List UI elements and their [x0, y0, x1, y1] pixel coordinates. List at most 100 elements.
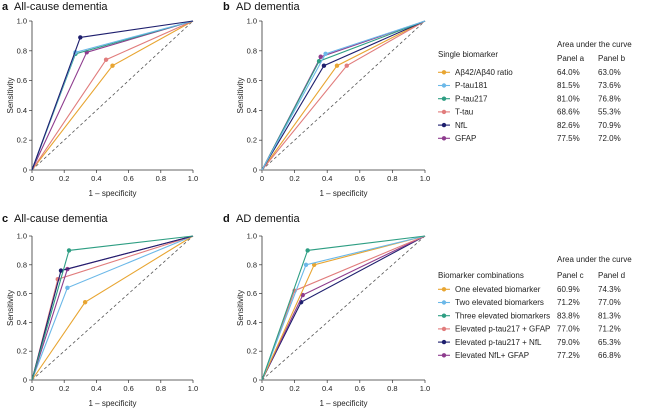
- legend-label: Two elevated biomarkers: [455, 298, 544, 307]
- y-tick-label: 0.2: [17, 136, 27, 145]
- chart-panel-c: c All-cause dementia 00 0.2 0.2 0.4 0.4 0.6 0.6 0…: [2, 213, 198, 408]
- legend-value: 77.2%: [557, 351, 580, 360]
- chart-panel-d: d AD dementia 00 0.2 0.2 0.4 0.4 0.6 0.6 0.8 0.8 1.…: [223, 213, 430, 408]
- legend-value: 63.0%: [598, 68, 621, 77]
- chance-diagonal: [261, 20, 426, 171]
- y-tick-label: 0.8: [17, 260, 27, 269]
- legend-label: Three elevated biomarkers: [455, 311, 550, 320]
- roc-point: [58, 268, 64, 273]
- y-tick-label: 0.8: [247, 260, 257, 269]
- legend-area-title: Area under the curve: [557, 255, 632, 264]
- roc-point: [65, 285, 70, 291]
- y-tick-label: 1.0: [17, 232, 27, 241]
- panel-letter: b: [223, 1, 230, 13]
- x-tick-label: 0.6: [355, 174, 365, 183]
- roc-point: [78, 35, 83, 40]
- roc-point: [103, 57, 109, 62]
- roc-point: [316, 59, 322, 64]
- legend-swatch-dot: [441, 109, 447, 115]
- legend-label: Elevated NfL+ GFAP: [455, 351, 529, 360]
- roc-point: [344, 63, 349, 68]
- y-tick-label: 0.2: [247, 347, 257, 356]
- legend-col-header: Panel a: [557, 54, 585, 63]
- x-axis-label: 1 – specificity: [319, 399, 367, 408]
- legend-heading: Biomarker combinations: [438, 271, 524, 280]
- legend-swatch-dot: [441, 326, 447, 332]
- y-tick-label: 0.6: [247, 76, 257, 85]
- panel-title: All-cause dementia: [14, 213, 108, 225]
- legend-value: 65.3%: [598, 338, 621, 347]
- y-axis-label: Sensitivity: [236, 290, 245, 326]
- legend-value: 82.6%: [557, 121, 580, 130]
- legend-swatch-dot: [441, 96, 447, 101]
- x-tick-label: 1.0: [420, 174, 430, 183]
- legend-value: 55.3%: [598, 108, 621, 117]
- x-tick-label: 0.4: [322, 174, 332, 183]
- chart-panel-b: b AD dementia 00 0.2 0.2 0.4 0.4 0.6 0.6 0.8 0.8 1.…: [223, 1, 430, 198]
- legend-value: 71.2%: [557, 298, 580, 307]
- y-tick-label: 0.4: [247, 318, 257, 327]
- legend-swatch-dot: [441, 300, 447, 305]
- roc-point: [110, 63, 115, 68]
- legend-value: 70.9%: [598, 121, 621, 130]
- roc-point: [334, 63, 340, 68]
- x-tick-label: 0.8: [156, 384, 166, 393]
- legend-value: 81.3%: [598, 311, 621, 320]
- panel-letter: c: [2, 213, 8, 225]
- x-tick-label: 0.2: [59, 174, 69, 183]
- x-tick-label: 0: [260, 174, 264, 183]
- x-tick-label: 0.4: [91, 384, 101, 393]
- legend-swatch-dot: [441, 70, 447, 75]
- legend-value: 76.8%: [598, 94, 621, 103]
- y-tick-label: 1.0: [17, 17, 27, 26]
- y-tick-label: 0.2: [17, 347, 27, 356]
- legend-biomarker-combinations: Area under the curve Biomarker combinatio…: [438, 255, 632, 360]
- legend-value: 83.8%: [557, 311, 580, 320]
- x-tick-label: 0.2: [59, 384, 69, 393]
- panel-title: AD dementia: [236, 1, 300, 13]
- legend-heading: Single biomarker: [438, 50, 498, 59]
- legend-label: Elevated p-tau217 + GFAP: [455, 325, 550, 334]
- legend-swatch-dot: [441, 339, 447, 345]
- y-tick-label: 1.0: [247, 17, 257, 26]
- legend-swatch-dot: [441, 313, 447, 318]
- legend-label: GFAP: [455, 134, 476, 143]
- x-tick-label: 0: [30, 384, 34, 393]
- chance-diagonal: [31, 20, 194, 171]
- y-tick-label: 1.0: [247, 232, 257, 241]
- legend-value: 77.5%: [557, 134, 580, 143]
- legend-value: 72.0%: [598, 134, 621, 143]
- legend-value: 64.0%: [557, 68, 580, 77]
- legend-label: NfL: [455, 121, 468, 130]
- chart-panel-a: a All-cause dementia 00 0.2 0.2 0.4 0.4 0.6 0.6 0…: [2, 1, 198, 198]
- legend-swatch-dot: [441, 287, 447, 292]
- legend-label: P-tau217: [455, 94, 488, 103]
- y-tick-label: 0.2: [247, 136, 257, 145]
- x-tick-label: 1.0: [420, 384, 430, 393]
- legend-value: 74.3%: [598, 285, 621, 294]
- roc-point: [303, 262, 309, 267]
- legend-value: 66.8%: [598, 351, 621, 360]
- legend-swatch-dot: [441, 83, 447, 88]
- y-tick-label: 0.6: [247, 289, 257, 298]
- legend-value: 81.0%: [557, 94, 580, 103]
- legend-value: 77.0%: [557, 325, 580, 334]
- legend-col-header: Panel d: [598, 271, 625, 280]
- panel-letter: d: [223, 213, 230, 225]
- legend-col-header: Panel c: [557, 271, 584, 280]
- x-axis-label: 1 – specificity: [319, 189, 367, 198]
- roc-point: [318, 54, 323, 59]
- y-tick-label: 0.4: [17, 106, 27, 115]
- roc-point: [66, 248, 72, 253]
- y-tick-label: 0.6: [17, 289, 27, 298]
- x-tick-label: 0.6: [123, 174, 133, 183]
- legend-label: One elevated biomarker: [455, 285, 541, 294]
- x-tick-label: 0.8: [156, 174, 166, 183]
- legend-value: 73.6%: [598, 81, 621, 90]
- roc-point: [305, 248, 310, 253]
- legend-value: 77.0%: [598, 298, 621, 307]
- legend-label: P-tau181: [455, 81, 488, 90]
- x-tick-label: 1.0: [188, 174, 198, 183]
- y-tick-label: 0: [253, 376, 257, 385]
